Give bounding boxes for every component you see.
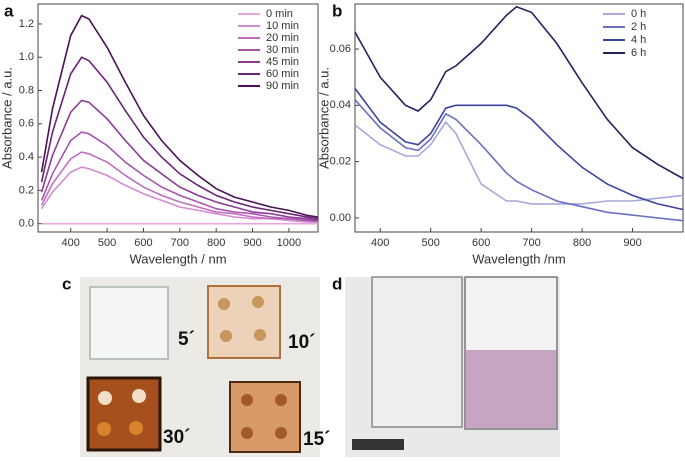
spot [97, 422, 111, 436]
spot [275, 394, 287, 406]
x-tick-label: 1000 [277, 237, 301, 249]
x-tick-label: 400 [371, 237, 389, 249]
x-tick-label: 500 [422, 237, 440, 249]
y-tick-label: 0.06 [330, 43, 351, 55]
legend-label: 6 h [631, 47, 646, 59]
spot [254, 329, 266, 341]
x-axis-title: Wavelength /nm [472, 251, 565, 266]
x-tick-label: 900 [243, 237, 261, 249]
legend-label: 4 h [631, 34, 646, 46]
line-series [40, 14, 319, 218]
line-series [40, 151, 319, 223]
y-axis-title: Absorbance / a.u. [316, 67, 331, 169]
y-tick-label: 0.00 [330, 212, 351, 224]
line-series [354, 87, 684, 211]
x-tick-label: 700 [522, 237, 540, 249]
legend-label: 2 h [631, 21, 646, 33]
legend-label: 0 min [266, 8, 293, 20]
legend-label: 20 min [266, 32, 299, 44]
line-series [40, 131, 318, 222]
glass-slide [86, 376, 162, 452]
photo-d [345, 276, 560, 457]
photo-annotation: 15´ [303, 429, 330, 450]
legend-label: 60 min [266, 68, 299, 80]
y-tick-label: 1.0 [19, 51, 34, 63]
legend-label: 45 min [266, 56, 299, 68]
legend-label: 90 min [266, 80, 299, 92]
x-tick-label: 500 [98, 237, 116, 249]
photo-annotation: 10´ [288, 332, 315, 353]
line-series [40, 56, 319, 220]
scale-bar [352, 439, 404, 450]
spot [132, 389, 146, 403]
spot [241, 394, 253, 406]
plot-frame [37, 3, 319, 233]
x-tick-label: 800 [207, 237, 225, 249]
x-tick-label: 600 [134, 237, 152, 249]
line-series [354, 120, 684, 205]
y-tick-label: 0.4 [19, 151, 34, 163]
glass-slide [89, 286, 169, 360]
x-tick-label: 700 [171, 237, 189, 249]
y-tick-label: 0.2 [19, 184, 34, 196]
cuvette [371, 276, 463, 428]
photo-annotation: 5´ [178, 329, 195, 350]
panel-label: c [62, 274, 71, 293]
x-axis-title: Wavelength / nm [129, 251, 226, 266]
y-axis-title: Absorbance / a.u. [0, 67, 14, 169]
y-tick-label: 0.6 [19, 118, 34, 130]
line-series [354, 99, 684, 222]
plot-frame [354, 3, 684, 233]
photo-c: 5´ 10´ 30´ 15´ [80, 277, 330, 457]
legend-label: 0 h [631, 8, 646, 20]
x-tick-label: 600 [472, 237, 490, 249]
panel-label: d [332, 274, 342, 293]
glass-slide [207, 285, 281, 359]
spot [129, 421, 143, 435]
legend-label: 10 min [266, 20, 299, 32]
panel-label: a [4, 1, 14, 20]
legend-label: 30 min [266, 44, 299, 56]
y-tick-label: 1.2 [19, 18, 34, 30]
spot [98, 391, 112, 405]
x-tick-label: 900 [623, 237, 641, 249]
panel-label: b [332, 1, 342, 20]
solution [466, 350, 556, 428]
spot [275, 427, 287, 439]
y-tick-label: 0.0 [19, 218, 34, 230]
x-tick-label: 400 [62, 237, 80, 249]
line-series [354, 5, 684, 180]
y-tick-label: 0.02 [330, 156, 351, 168]
y-tick-label: 0.8 [19, 84, 34, 96]
x-tick-label: 800 [573, 237, 591, 249]
y-tick-label: 0.04 [330, 99, 351, 111]
spot [241, 427, 253, 439]
line-series [40, 99, 319, 222]
spot [218, 298, 230, 310]
spot [220, 330, 232, 342]
photo-annotation: 30´ [163, 427, 190, 448]
spot [252, 296, 264, 308]
glass-slide [229, 381, 301, 453]
